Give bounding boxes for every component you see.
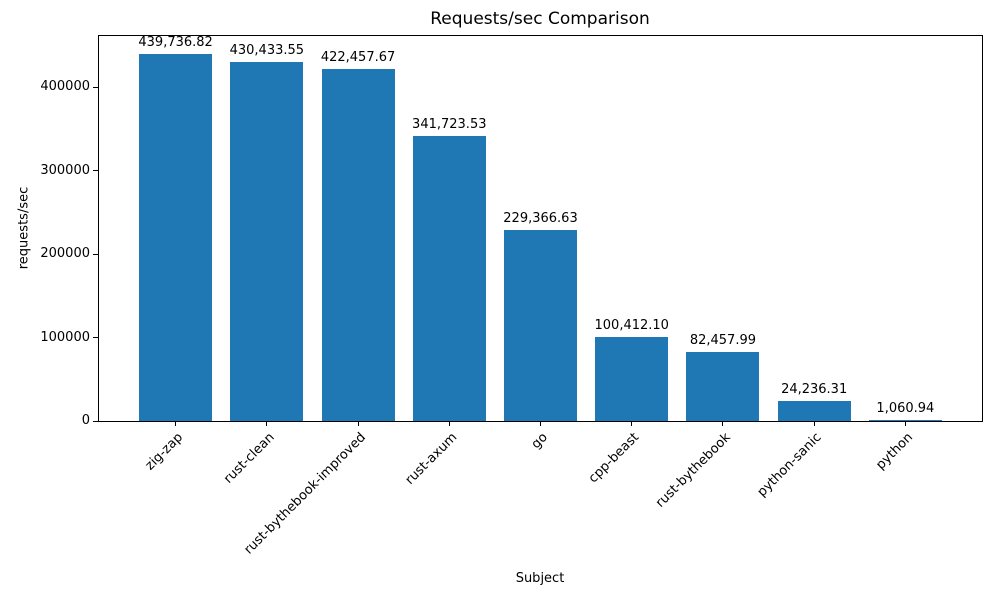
plot-area: 0 100000 200000 300000 400000 439,736.82 zig-z… [40, 35, 983, 557]
x-tick [357, 421, 359, 426]
bar-value-label: 1,060.94 [876, 401, 935, 416]
bar-value-label: 341,723.53 [412, 117, 487, 133]
x-tick-label-rust-clean: rust-clean [220, 430, 278, 487]
bar-value-label: 229,366.63 [503, 210, 578, 226]
bar-python-sanic [777, 400, 851, 421]
bar-rust-clean [230, 62, 304, 421]
bar-value-label: 439,736.82 [138, 35, 213, 51]
y-tick [93, 420, 98, 422]
x-tick-label-python-sanic: python-sanic [754, 430, 825, 500]
x-tick-label-python: python [873, 430, 916, 473]
bar-value-label: 430,433.55 [229, 43, 305, 59]
y-tick-label: 300000 [40, 162, 90, 178]
bar-cpp-beast [595, 337, 669, 421]
bar-rust-axum [412, 136, 486, 421]
bar-go [504, 229, 577, 421]
bar-value-label: 82,457.99 [689, 333, 757, 349]
x-tick-label-zig-zap: zig-zap [142, 430, 187, 474]
y-tick-label: 400000 [40, 79, 90, 95]
y-tick-label: 0 [81, 413, 90, 428]
bar-value-label: 24,236.31 [781, 381, 848, 397]
x-tick [266, 421, 268, 426]
chart-title: Requests/sec Comparison [430, 9, 650, 29]
bar-python [868, 420, 942, 421]
x-tick-label-rust-axum: rust-axum [402, 430, 460, 488]
x-axis-label: Subject [515, 571, 565, 586]
x-tick-label-rust-bythebook: rust-bythebook [652, 430, 734, 511]
x-tick [904, 421, 906, 426]
y-tick [93, 337, 98, 339]
x-tick [175, 421, 177, 426]
bar-rust-bythebook [686, 352, 760, 421]
bar-zig-zap [139, 54, 213, 421]
y-tick-label: 100000 [40, 329, 90, 345]
y-tick-label: 200000 [40, 246, 90, 262]
x-tick [631, 421, 633, 426]
bar-value-label: 422,457.67 [320, 49, 396, 65]
y-tick [93, 170, 98, 172]
x-tick-label-cpp-beast: cpp-beast [586, 430, 643, 487]
y-axis-label: requests/sec [16, 186, 32, 270]
y-tick [93, 253, 98, 255]
x-tick [813, 421, 815, 426]
x-tick-label-go: go [529, 430, 552, 453]
bar-rust-bythebook-improved [321, 68, 395, 421]
bar-value-label: 100,412.10 [594, 318, 669, 334]
x-tick [448, 421, 450, 426]
x-tick [540, 421, 541, 426]
x-tick [722, 421, 724, 426]
y-tick [93, 86, 98, 88]
